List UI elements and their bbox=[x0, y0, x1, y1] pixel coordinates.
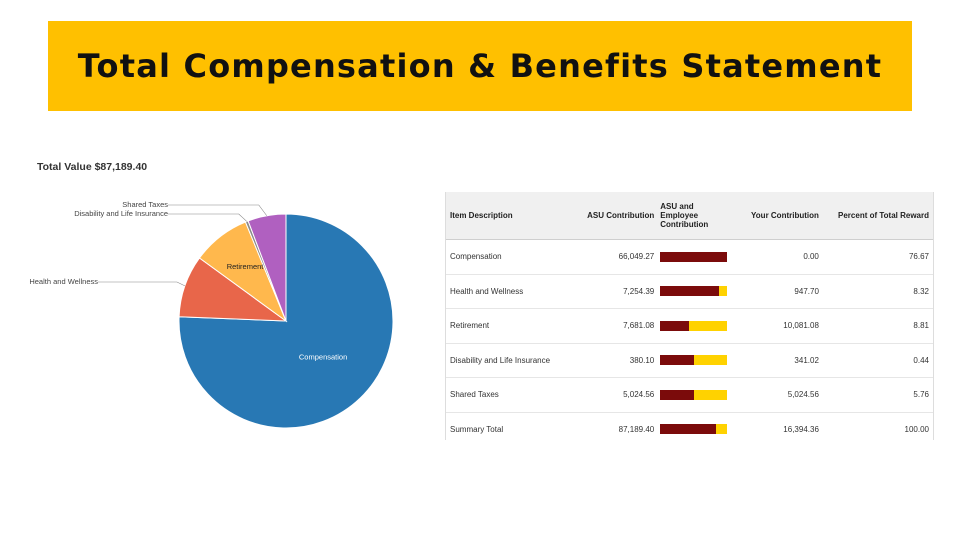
cell-yours: 341.02 bbox=[794, 355, 819, 365]
cell-item: Retirement bbox=[450, 321, 490, 331]
cell-asu: 7,681.08 bbox=[623, 321, 655, 331]
cell-percent: 76.67 bbox=[908, 252, 929, 262]
header-split-line-2: Employee bbox=[660, 211, 699, 220]
cell-item: Shared Taxes bbox=[450, 390, 499, 400]
header-your-contribution: Your Contribution bbox=[751, 211, 819, 220]
benefits-pie-chart: Compensation Health and Wellness Retiremen… bbox=[29, 200, 394, 429]
pie-leader-line-shared-taxes bbox=[168, 204, 268, 216]
cell-yours: 947.70 bbox=[794, 286, 819, 296]
cell-yours: 0.00 bbox=[803, 252, 819, 262]
table-row-summary: Summary Total 87,189.40 16,394.36 100.00 bbox=[446, 413, 933, 447]
benefits-table: Item Description ASU Contribution ASU an… bbox=[445, 192, 934, 440]
pie-label-disability-and-life-insurance: Disability and Life Insurance bbox=[74, 209, 168, 218]
total-value-label: Total Value $87,189.40 bbox=[37, 161, 148, 173]
header-split-line-1: ASU and bbox=[660, 202, 694, 211]
cell-asu: 5,024.56 bbox=[623, 390, 655, 400]
contribution-split-bar bbox=[660, 320, 728, 331]
header-percent-total-reward: Percent of Total Reward bbox=[838, 211, 929, 220]
contribution-split-bar bbox=[660, 251, 728, 262]
cell-asu: 87,189.40 bbox=[618, 424, 655, 434]
cell-item: Summary Total bbox=[450, 424, 504, 434]
cell-asu: 66,049.27 bbox=[618, 252, 655, 262]
pie-leader-line-disability-and-life-insurance bbox=[168, 213, 247, 222]
page-title: Total Compensation & Benefits Statement bbox=[77, 47, 883, 85]
header-asu-contribution: ASU Contribution bbox=[587, 211, 655, 220]
cell-item: Compensation bbox=[450, 252, 502, 262]
cell-asu: 7,254.39 bbox=[623, 286, 655, 296]
cell-asu: 380.10 bbox=[629, 355, 655, 365]
cell-yours: 5,024.56 bbox=[787, 390, 819, 400]
table-row: Compensation 66,049.27 0.00 76.67 bbox=[446, 240, 933, 275]
contribution-split-bar bbox=[660, 355, 728, 366]
cell-item: Disability and Life Insurance bbox=[450, 355, 551, 365]
pie-label-compensation: Compensation bbox=[299, 353, 347, 362]
asu-share-fill bbox=[660, 355, 694, 366]
cell-percent: 0.44 bbox=[913, 355, 929, 365]
cell-percent: 100.00 bbox=[904, 424, 929, 434]
contribution-split-bar bbox=[660, 286, 728, 297]
table-header-row: Item Description ASU Contribution ASU an… bbox=[446, 192, 933, 240]
table-row: Retirement 7,681.08 10,081.08 8.81 bbox=[446, 309, 933, 344]
cell-percent: 8.81 bbox=[913, 321, 929, 331]
cell-item: Health and Wellness bbox=[450, 286, 524, 296]
table-row: Shared Taxes 5,024.56 5,024.56 5.76 bbox=[446, 378, 933, 413]
table-row: Disability and Life Insurance 380.10 341… bbox=[446, 344, 933, 378]
cell-yours: 10,081.08 bbox=[783, 321, 819, 331]
asu-share-fill bbox=[660, 286, 720, 297]
cell-percent: 5.76 bbox=[913, 390, 929, 400]
title-banner: Total Compensation & Benefits Statement bbox=[48, 21, 912, 111]
header-item-description: Item Description bbox=[450, 211, 513, 220]
pie-slice-shared-taxes bbox=[247, 213, 287, 322]
asu-share-fill bbox=[660, 389, 694, 400]
asu-share-fill bbox=[660, 424, 716, 435]
cell-yours: 16,394.36 bbox=[783, 424, 819, 434]
pie-label-health-and-wellness: Health and Wellness bbox=[29, 277, 98, 286]
contribution-split-bar bbox=[660, 389, 728, 400]
asu-share-fill bbox=[660, 320, 690, 331]
table-row: Health and Wellness 7,254.39 947.70 8.32 bbox=[446, 275, 933, 309]
contribution-split-bar bbox=[660, 424, 728, 435]
pie-label-retirement: Retirement bbox=[227, 262, 265, 271]
asu-share-fill bbox=[660, 251, 728, 262]
pie-label-shared-taxes: Shared Taxes bbox=[122, 200, 168, 209]
cell-percent: 8.32 bbox=[913, 286, 929, 296]
pie-leader-line-health-and-wellness bbox=[98, 281, 186, 287]
header-asu-employee-contribution: ASU and Employee Contribution bbox=[660, 202, 731, 229]
header-split-line-3: Contribution bbox=[660, 220, 709, 229]
